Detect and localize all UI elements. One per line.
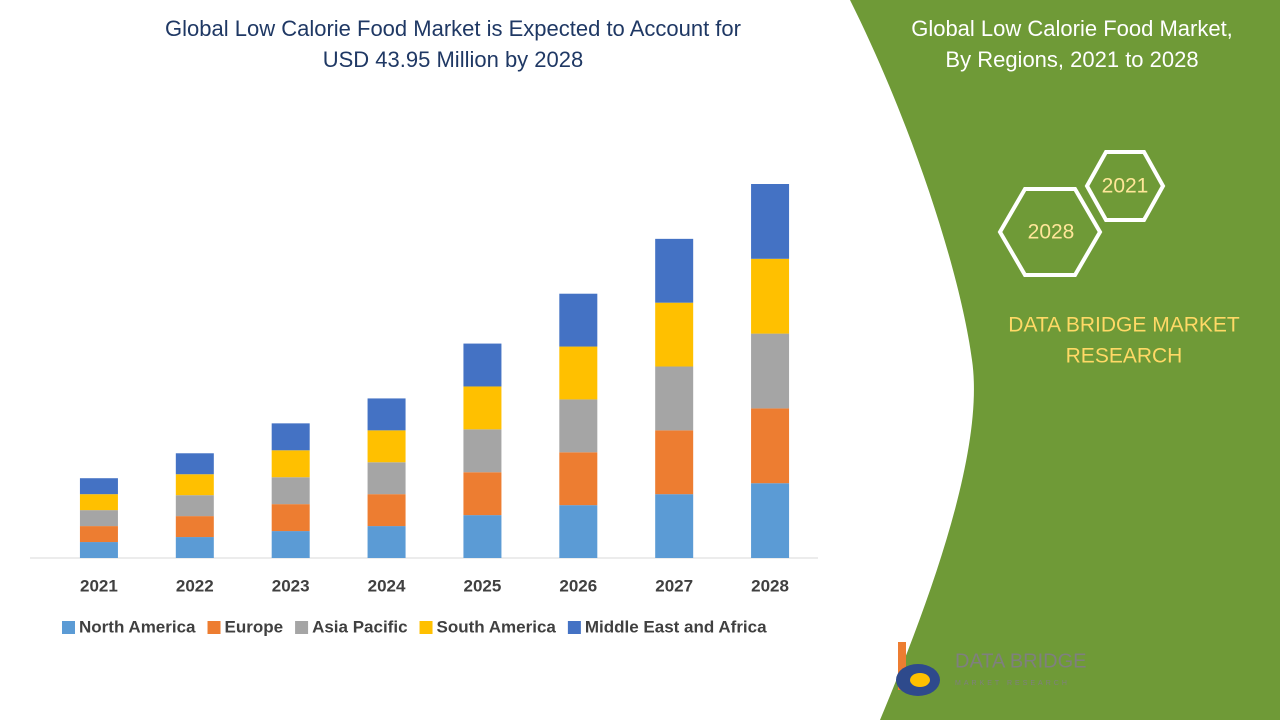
bar-segment: [463, 515, 502, 558]
hexagon: [1084, 150, 1166, 222]
bar-segment: [463, 472, 502, 516]
bar-segment: [271, 423, 310, 451]
x-tick-label: 2027: [655, 576, 693, 595]
legend-label: Middle East and Africa: [585, 617, 767, 636]
x-tick-label: 2026: [559, 576, 597, 595]
bar-segment: [655, 430, 694, 495]
bar-segment: [463, 386, 502, 430]
bar-segment: [655, 494, 694, 558]
legend-label: Europe: [225, 617, 284, 636]
x-tick-label: 2025: [464, 576, 502, 595]
bar-segment: [175, 474, 214, 496]
bar-segment: [367, 430, 406, 463]
bar-segment: [751, 333, 790, 409]
bar-segment: [655, 238, 694, 303]
legend-swatch: [567, 621, 581, 634]
legend-label: Asia Pacific: [312, 617, 407, 636]
bar-segment: [367, 494, 406, 527]
bar-segment: [271, 450, 310, 478]
hexagon: [997, 187, 1103, 277]
legend-label: South America: [437, 617, 557, 636]
bar-segment: [559, 399, 598, 453]
brand-text: DATA BRIDGE MARKET: [1008, 314, 1240, 337]
bar-segment: [751, 258, 790, 334]
x-tick-label: 2023: [272, 576, 310, 595]
hexagon-label: 2021: [1102, 175, 1149, 198]
bar-segment: [559, 293, 598, 347]
bar-segment: [79, 510, 118, 527]
x-tick-label: 2022: [176, 576, 214, 595]
x-tick-label: 2024: [368, 576, 406, 595]
bar-segment: [367, 398, 406, 431]
bar-segment: [79, 526, 118, 543]
bar-segment: [175, 516, 214, 538]
x-tick-label: 2028: [751, 576, 789, 595]
x-tick-label: 2021: [80, 576, 118, 595]
bar-segment: [271, 477, 310, 505]
logo-mark: [910, 673, 930, 687]
bar-segment: [559, 346, 598, 400]
legend-swatch: [419, 621, 433, 634]
bar-segment: [175, 537, 214, 558]
bar-segment: [463, 343, 502, 387]
panel-title: Global Low Calorie Food Market,: [911, 16, 1233, 41]
bar-segment: [367, 462, 406, 495]
logo-mark: [898, 642, 906, 690]
panel-title: By Regions, 2021 to 2028: [945, 47, 1198, 72]
bar-segment: [367, 526, 406, 558]
bar-segment: [463, 429, 502, 473]
green-panel: [850, 0, 1280, 720]
bar-segment: [559, 452, 598, 506]
logo-tagline: MARKET RESEARCH: [955, 680, 1070, 687]
logo: DATA BRIDGE MARKET RESEARCH: [896, 642, 1087, 696]
bar-segment: [79, 494, 118, 511]
brand-text: RESEARCH: [1066, 345, 1183, 368]
bar-segment: [79, 542, 118, 558]
bar-segment: [79, 478, 118, 495]
bar-segment: [655, 302, 694, 367]
bar-segment: [271, 531, 310, 558]
bar-segment: [751, 408, 790, 484]
legend-swatch: [207, 621, 221, 634]
bar-segment: [751, 184, 790, 259]
bar-segment: [751, 483, 790, 558]
bar-segment: [175, 453, 214, 475]
chart-title: Global Low Calorie Food Market is Expect…: [165, 16, 741, 41]
bar-segment: [175, 495, 214, 517]
chart-title: USD 43.95 Million by 2028: [323, 47, 583, 72]
bar-segment: [655, 366, 694, 431]
logo-name: DATA BRIDGE: [955, 650, 1087, 672]
bar-segment: [559, 505, 598, 558]
hexagon-label: 2028: [1028, 221, 1075, 244]
bar-segment: [271, 504, 310, 532]
legend-swatch: [62, 621, 75, 634]
legend-swatch: [295, 621, 309, 634]
legend-label: North America: [79, 617, 196, 636]
